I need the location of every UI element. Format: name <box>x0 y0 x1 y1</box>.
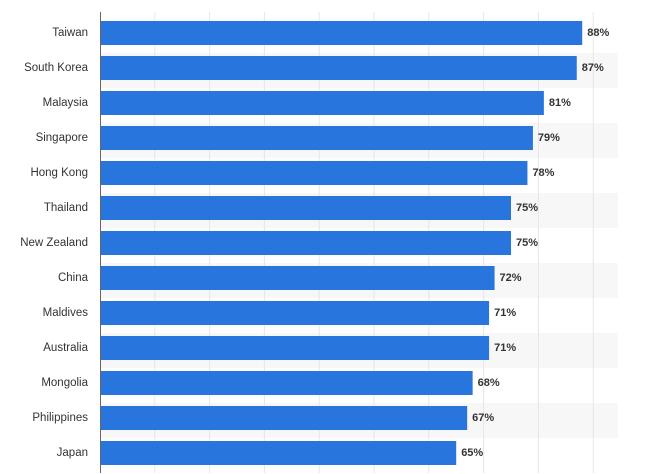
value-label: 68% <box>478 377 500 389</box>
bar[interactable] <box>100 301 490 325</box>
bar[interactable] <box>100 266 495 290</box>
bar[interactable] <box>100 406 468 430</box>
bar[interactable] <box>100 161 528 185</box>
bar[interactable] <box>100 56 577 80</box>
bar[interactable] <box>100 196 511 220</box>
value-label: 71% <box>494 342 516 354</box>
bar[interactable] <box>100 441 457 465</box>
value-label: 81% <box>549 97 571 109</box>
category-label: Australia <box>43 342 88 354</box>
category-label: Malaysia <box>43 97 89 109</box>
bar[interactable] <box>100 231 511 255</box>
value-label: 72% <box>500 272 522 284</box>
category-label: Thailand <box>44 202 88 214</box>
value-label: 87% <box>582 62 604 74</box>
value-label: 88% <box>587 27 609 39</box>
bar[interactable] <box>100 21 583 45</box>
value-label: 78% <box>532 167 554 179</box>
value-label: 67% <box>472 412 494 424</box>
category-label: Hong Kong <box>30 167 88 179</box>
category-label: Japan <box>57 447 88 459</box>
bar[interactable] <box>100 91 544 115</box>
category-label: China <box>58 272 89 284</box>
category-label: Taiwan <box>52 27 88 39</box>
bar[interactable] <box>100 371 473 395</box>
value-label: 65% <box>461 447 483 459</box>
category-label: Singapore <box>36 132 88 144</box>
value-label: 71% <box>494 307 516 319</box>
category-label: Maldives <box>43 307 89 319</box>
category-label: South Korea <box>24 62 89 74</box>
value-label: 79% <box>538 132 560 144</box>
bar[interactable] <box>100 336 490 360</box>
bar[interactable] <box>100 126 533 150</box>
value-label: 75% <box>516 237 538 249</box>
category-label: Mongolia <box>41 377 88 389</box>
category-label: New Zealand <box>20 237 88 249</box>
value-label: 75% <box>516 202 538 214</box>
category-label: Philippines <box>32 412 88 424</box>
